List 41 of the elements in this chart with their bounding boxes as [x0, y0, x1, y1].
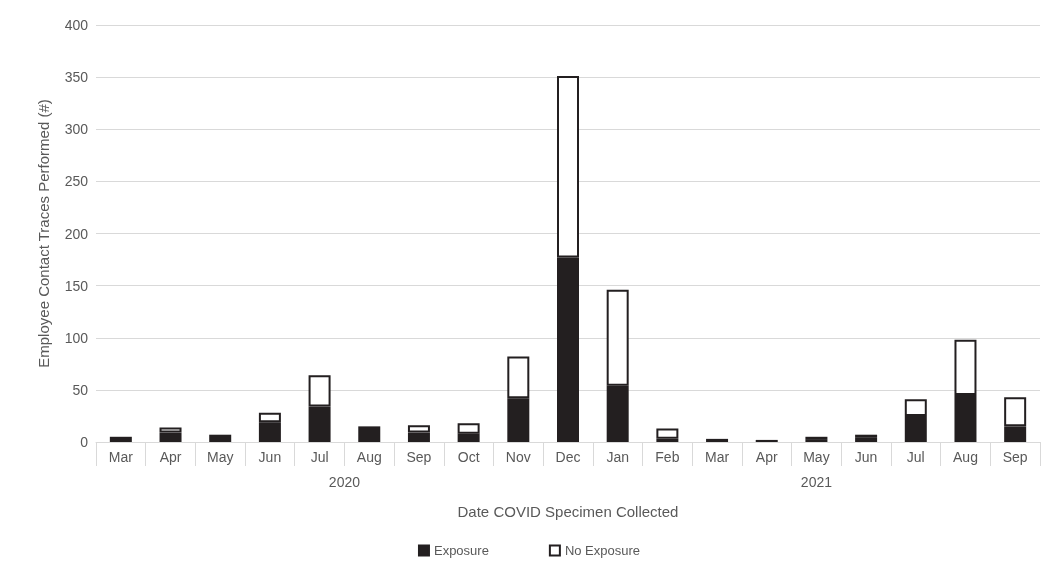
y-tick-label: 50 — [72, 381, 89, 398]
y-tick-label: 300 — [64, 121, 89, 138]
y-tick-label: 400 — [64, 17, 89, 33]
x-tick-label: Jun — [258, 449, 282, 465]
bar — [706, 438, 729, 442]
bar — [109, 436, 132, 442]
x-tick-label: May — [206, 449, 234, 465]
y-tick-label: 0 — [80, 434, 89, 450]
x-tick-label: Oct — [457, 449, 480, 465]
x-tick-label: Apr — [159, 449, 182, 465]
y-tick-label: 150 — [64, 277, 89, 294]
x-tick-label: Mar — [704, 449, 730, 465]
y-axis-title: Employee Contact Traces Performed (#) — [35, 99, 52, 368]
x-tick-label: Mar — [108, 449, 134, 465]
text: 2021 — [800, 474, 833, 490]
bar — [358, 426, 381, 442]
x-tick-label: May — [803, 449, 830, 465]
x-tick-label: Apr — [755, 449, 778, 465]
x-tick-label: Jul — [310, 449, 329, 465]
bar — [656, 428, 679, 439]
x-tick-label: Jan — [606, 449, 629, 465]
x-tick-label: Jun — [854, 449, 878, 465]
y-tick-label: 350 — [64, 69, 89, 86]
y-tick-label: 250 — [64, 173, 89, 190]
bar — [755, 439, 778, 442]
y-tick-label: 200 — [64, 225, 89, 242]
bar — [209, 434, 232, 442]
x-tick-label: Nov — [505, 449, 531, 465]
text: 2020 — [328, 474, 361, 490]
x-tick-label: Dec — [555, 449, 581, 465]
x-tick-label: Aug — [356, 449, 382, 465]
x-axis-title: Date COVID Specimen Collected — [457, 503, 679, 520]
x-tick-label: Feb — [655, 449, 680, 465]
x-tick-label: Jul — [906, 449, 925, 465]
legend-label: Exposure — [433, 543, 489, 558]
x-tick-label: Aug — [953, 449, 978, 465]
bar — [855, 437, 878, 442]
legend-label: No Exposure — [564, 543, 641, 558]
y-tick-label: 100 — [64, 329, 89, 346]
x-tick-label: Sep — [1002, 449, 1028, 465]
x-tick-label: Sep — [406, 449, 432, 465]
